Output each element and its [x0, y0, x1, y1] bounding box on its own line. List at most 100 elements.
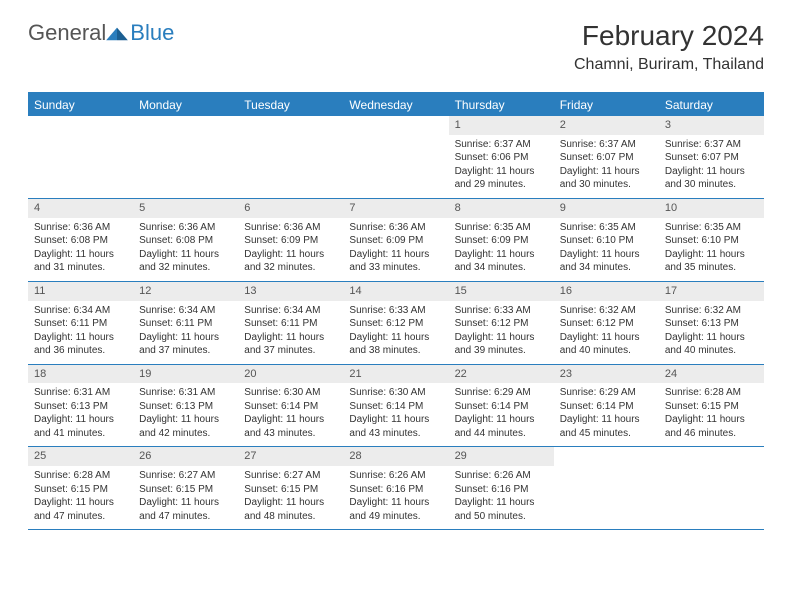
cell-line: and 42 minutes.: [139, 427, 232, 441]
calendar-cell: 8Sunrise: 6:35 AMSunset: 6:09 PMDaylight…: [449, 199, 554, 281]
date-number: 1: [449, 116, 554, 135]
calendar-cell: 28Sunrise: 6:26 AMSunset: 6:16 PMDayligh…: [343, 447, 448, 529]
week-row: ....1Sunrise: 6:37 AMSunset: 6:06 PMDayl…: [28, 116, 764, 199]
calendar-cell: 24Sunrise: 6:28 AMSunset: 6:15 PMDayligh…: [659, 365, 764, 447]
cell-line: Sunset: 6:12 PM: [349, 317, 442, 331]
cell-line: Sunset: 6:14 PM: [455, 400, 548, 414]
cell-line: Sunset: 6:14 PM: [349, 400, 442, 414]
cell-line: Daylight: 11 hours: [560, 165, 653, 179]
date-number: 13: [238, 282, 343, 301]
cell-body: Sunrise: 6:35 AMSunset: 6:10 PMDaylight:…: [554, 218, 659, 281]
cell-line: and 31 minutes.: [34, 261, 127, 275]
cell-line: and 32 minutes.: [244, 261, 337, 275]
cell-line: Daylight: 11 hours: [34, 248, 127, 262]
cell-line: Sunrise: 6:37 AM: [665, 138, 758, 152]
cell-body: Sunrise: 6:28 AMSunset: 6:15 PMDaylight:…: [28, 466, 133, 529]
brand-text-2: Blue: [130, 20, 174, 46]
date-number: 16: [554, 282, 659, 301]
cell-line: and 50 minutes.: [455, 510, 548, 524]
cell-body: Sunrise: 6:28 AMSunset: 6:15 PMDaylight:…: [659, 383, 764, 446]
cell-line: and 47 minutes.: [34, 510, 127, 524]
cell-line: and 34 minutes.: [455, 261, 548, 275]
cell-line: Sunset: 6:09 PM: [455, 234, 548, 248]
cell-line: Daylight: 11 hours: [455, 496, 548, 510]
cell-line: and 32 minutes.: [139, 261, 232, 275]
cell-line: and 33 minutes.: [349, 261, 442, 275]
calendar-cell: 13Sunrise: 6:34 AMSunset: 6:11 PMDayligh…: [238, 282, 343, 364]
cell-line: Sunset: 6:14 PM: [560, 400, 653, 414]
cell-line: Daylight: 11 hours: [455, 248, 548, 262]
cell-line: Sunrise: 6:35 AM: [665, 221, 758, 235]
calendar-cell: 10Sunrise: 6:35 AMSunset: 6:10 PMDayligh…: [659, 199, 764, 281]
cell-line: Sunset: 6:13 PM: [665, 317, 758, 331]
date-number: 3: [659, 116, 764, 135]
cell-line: Daylight: 11 hours: [349, 248, 442, 262]
cell-body: Sunrise: 6:30 AMSunset: 6:14 PMDaylight:…: [343, 383, 448, 446]
cell-body: Sunrise: 6:31 AMSunset: 6:13 PMDaylight:…: [28, 383, 133, 446]
date-number: 2: [554, 116, 659, 135]
cell-line: and 37 minutes.: [244, 344, 337, 358]
cell-line: Sunset: 6:08 PM: [34, 234, 127, 248]
cell-line: Daylight: 11 hours: [560, 248, 653, 262]
cell-line: Sunset: 6:13 PM: [139, 400, 232, 414]
cell-line: Daylight: 11 hours: [665, 248, 758, 262]
date-number: 10: [659, 199, 764, 218]
cell-line: Daylight: 11 hours: [244, 331, 337, 345]
date-number: 7: [343, 199, 448, 218]
calendar-cell: 29Sunrise: 6:26 AMSunset: 6:16 PMDayligh…: [449, 447, 554, 529]
calendar-cell: 6Sunrise: 6:36 AMSunset: 6:09 PMDaylight…: [238, 199, 343, 281]
calendar-cell: 9Sunrise: 6:35 AMSunset: 6:10 PMDaylight…: [554, 199, 659, 281]
cell-body: Sunrise: 6:32 AMSunset: 6:12 PMDaylight:…: [554, 301, 659, 364]
cell-line: Sunrise: 6:36 AM: [244, 221, 337, 235]
cell-line: and 43 minutes.: [349, 427, 442, 441]
date-number: 19: [133, 365, 238, 384]
date-number: 4: [28, 199, 133, 218]
calendar-cell: 27Sunrise: 6:27 AMSunset: 6:15 PMDayligh…: [238, 447, 343, 529]
triangle-icon: [106, 24, 128, 42]
cell-line: Sunrise: 6:26 AM: [349, 469, 442, 483]
date-number: 26: [133, 447, 238, 466]
calendar-cell: 18Sunrise: 6:31 AMSunset: 6:13 PMDayligh…: [28, 365, 133, 447]
cell-body: Sunrise: 6:35 AMSunset: 6:10 PMDaylight:…: [659, 218, 764, 281]
calendar-cell: 1Sunrise: 6:37 AMSunset: 6:06 PMDaylight…: [449, 116, 554, 198]
cell-body: Sunrise: 6:33 AMSunset: 6:12 PMDaylight:…: [343, 301, 448, 364]
date-number: 21: [343, 365, 448, 384]
cell-line: Sunrise: 6:35 AM: [455, 221, 548, 235]
calendar-cell: 2Sunrise: 6:37 AMSunset: 6:07 PMDaylight…: [554, 116, 659, 198]
cell-line: Sunset: 6:16 PM: [349, 483, 442, 497]
calendar-cell: 22Sunrise: 6:29 AMSunset: 6:14 PMDayligh…: [449, 365, 554, 447]
cell-body: Sunrise: 6:36 AMSunset: 6:08 PMDaylight:…: [133, 218, 238, 281]
day-header: Sunday: [28, 94, 133, 116]
cell-line: Sunrise: 6:30 AM: [349, 386, 442, 400]
date-number: 20: [238, 365, 343, 384]
cell-line: Sunrise: 6:33 AM: [349, 304, 442, 318]
day-header: Wednesday: [343, 94, 448, 116]
cell-line: Sunset: 6:13 PM: [34, 400, 127, 414]
cell-line: Sunrise: 6:33 AM: [455, 304, 548, 318]
cell-line: Sunrise: 6:26 AM: [455, 469, 548, 483]
title-block: February 2024 Chamni, Buriram, Thailand: [574, 20, 764, 74]
cell-line: Daylight: 11 hours: [244, 248, 337, 262]
calendar-cell: .: [28, 116, 133, 198]
calendar-cell: 11Sunrise: 6:34 AMSunset: 6:11 PMDayligh…: [28, 282, 133, 364]
calendar-cell: 7Sunrise: 6:36 AMSunset: 6:09 PMDaylight…: [343, 199, 448, 281]
cell-body: Sunrise: 6:26 AMSunset: 6:16 PMDaylight:…: [449, 466, 554, 529]
calendar-cell: 26Sunrise: 6:27 AMSunset: 6:15 PMDayligh…: [133, 447, 238, 529]
cell-line: Daylight: 11 hours: [560, 331, 653, 345]
cell-line: Sunrise: 6:27 AM: [139, 469, 232, 483]
calendar-cell: .: [133, 116, 238, 198]
cell-line: Sunrise: 6:31 AM: [34, 386, 127, 400]
cell-line: Sunset: 6:16 PM: [455, 483, 548, 497]
cell-line: Sunset: 6:11 PM: [34, 317, 127, 331]
cell-body: Sunrise: 6:26 AMSunset: 6:16 PMDaylight:…: [343, 466, 448, 529]
cell-line: Sunset: 6:15 PM: [665, 400, 758, 414]
cell-body: Sunrise: 6:32 AMSunset: 6:13 PMDaylight:…: [659, 301, 764, 364]
cell-body: Sunrise: 6:36 AMSunset: 6:09 PMDaylight:…: [343, 218, 448, 281]
cell-body: Sunrise: 6:34 AMSunset: 6:11 PMDaylight:…: [28, 301, 133, 364]
date-number: 17: [659, 282, 764, 301]
cell-body: Sunrise: 6:27 AMSunset: 6:15 PMDaylight:…: [133, 466, 238, 529]
cell-line: and 40 minutes.: [665, 344, 758, 358]
cell-line: Sunset: 6:15 PM: [139, 483, 232, 497]
cell-body: Sunrise: 6:37 AMSunset: 6:07 PMDaylight:…: [659, 135, 764, 198]
cell-line: and 39 minutes.: [455, 344, 548, 358]
